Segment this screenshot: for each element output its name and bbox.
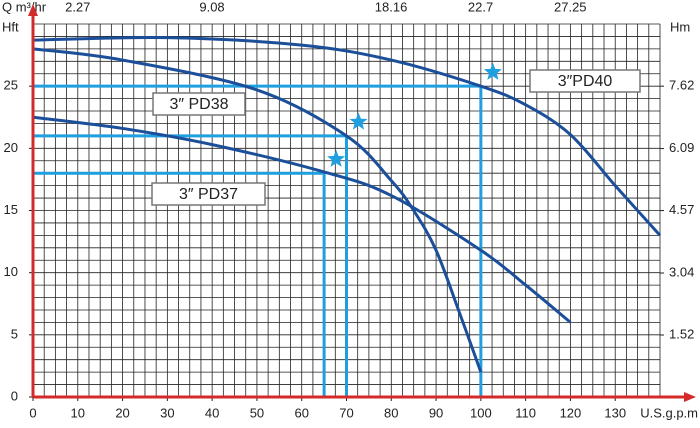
curve-label: 3″PD40 [558, 73, 613, 90]
x-tick-label: 50 [250, 405, 264, 420]
x2-axis-label: Q m³/hr [2, 0, 47, 14]
duty-star [483, 62, 502, 80]
x2-tick-label: 22.7 [468, 0, 493, 14]
duty-star [327, 149, 346, 167]
y2-tick-label: 3.04 [669, 264, 694, 279]
x-tick-label: 40 [205, 405, 219, 420]
y2-tick-label: 4.57 [669, 202, 694, 217]
x2-tick-label: 27.25 [554, 0, 587, 14]
x-tick-label: 20 [115, 405, 129, 420]
x-tick-label: 70 [339, 405, 353, 420]
curve-label-box [151, 182, 266, 206]
x-tick-label: 30 [160, 405, 174, 420]
curve-label-box [152, 92, 246, 116]
y-tick-label: 5 [11, 326, 18, 341]
x-tick-label: 130 [604, 405, 626, 420]
x-tick-label: 10 [71, 405, 85, 420]
curve-label: 3″ PD38 [169, 96, 228, 113]
x-tick-label: 80 [384, 405, 398, 420]
x-axis-label: U.S.g.p.m [640, 405, 698, 420]
y-tick-label: 10 [4, 264, 18, 279]
x2-tick-label: 2.27 [65, 0, 90, 14]
curve-label-box [529, 69, 641, 93]
y2-tick-label: 1.52 [669, 326, 694, 341]
x-tick-label: 60 [294, 405, 308, 420]
x-axis-arrow [684, 392, 696, 402]
y-axis-label: Hft [2, 19, 19, 34]
pump-curve [32, 36, 662, 237]
y2-axis-label: Hm [670, 19, 690, 34]
curve-label: 3″ PD37 [179, 186, 238, 203]
y-tick-label: 20 [4, 140, 18, 155]
y-tick-label: 25 [4, 78, 18, 93]
x2-tick-label: 18.16 [375, 0, 408, 14]
pump-curve [32, 47, 483, 373]
y2-tick-label: 7.62 [669, 78, 694, 93]
y-tick-label: 0 [11, 388, 18, 403]
y2-tick-label: 6.09 [669, 140, 694, 155]
x-tick-label: 90 [429, 405, 443, 420]
x-tick-label: 100 [470, 405, 492, 420]
x2-tick-label: 9.08 [199, 0, 224, 14]
y-axis-arrow [28, 4, 38, 16]
pump-curve [32, 115, 572, 324]
y-tick-label: 15 [4, 202, 18, 217]
duty-star [349, 112, 368, 130]
x-tick-label: 120 [560, 405, 582, 420]
x-tick-label: 110 [515, 405, 536, 420]
x-tick-label: 0 [29, 405, 36, 420]
